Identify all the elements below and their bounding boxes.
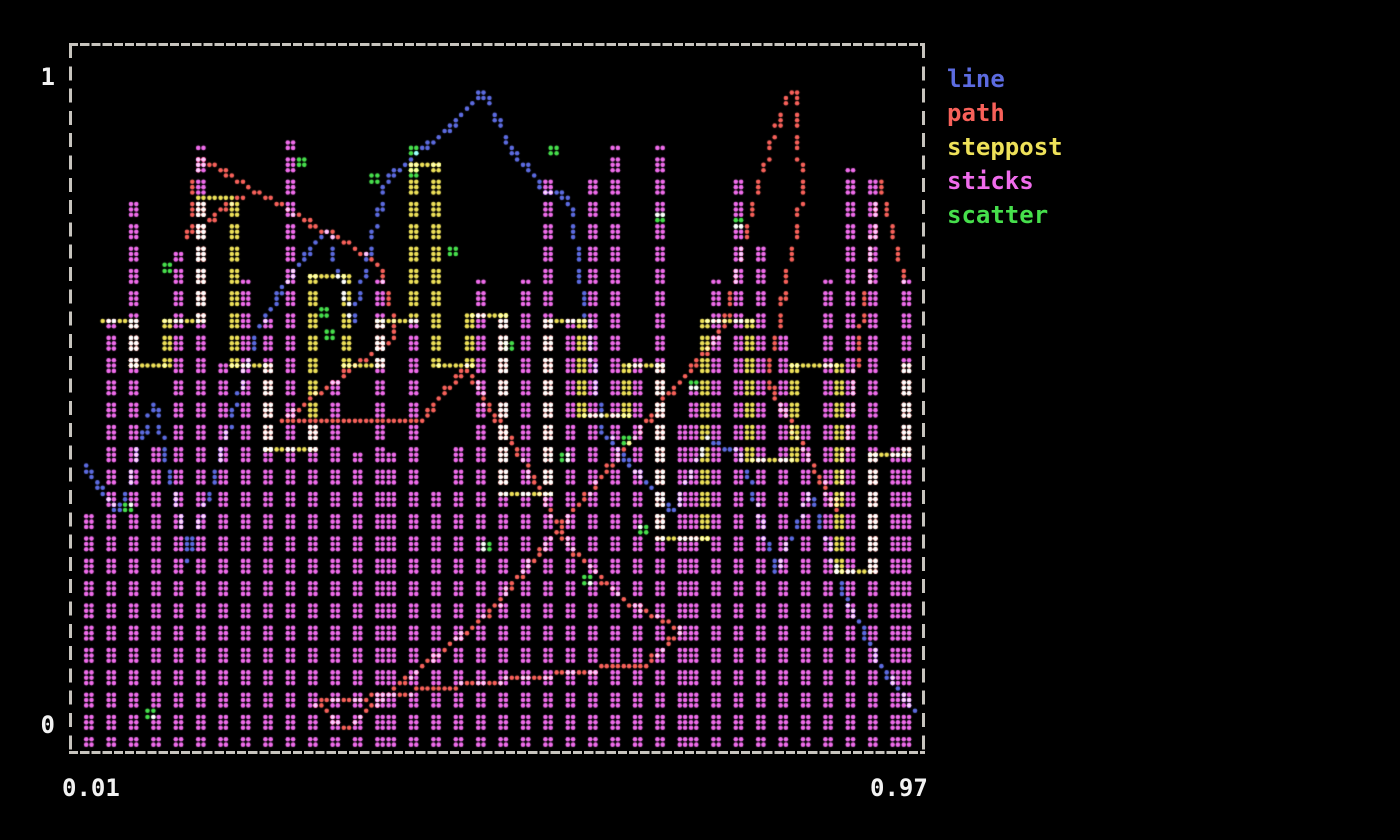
y-axis-label-min: 0: [40, 711, 55, 739]
x-axis-label-max: 0.97: [870, 774, 928, 802]
legend-item-sticks: sticks: [947, 167, 1034, 195]
legend-item-line: line: [947, 65, 1005, 93]
plot-canvas: [70, 43, 925, 754]
x-axis-label-min: 0.01: [62, 774, 120, 802]
legend-item-path: path: [947, 99, 1005, 127]
legend-item-steppost: steppost: [947, 133, 1063, 161]
legend: line path steppost sticks scatter: [947, 62, 1063, 232]
legend-item-scatter: scatter: [947, 201, 1049, 229]
y-axis-label-max: 1: [40, 63, 55, 91]
